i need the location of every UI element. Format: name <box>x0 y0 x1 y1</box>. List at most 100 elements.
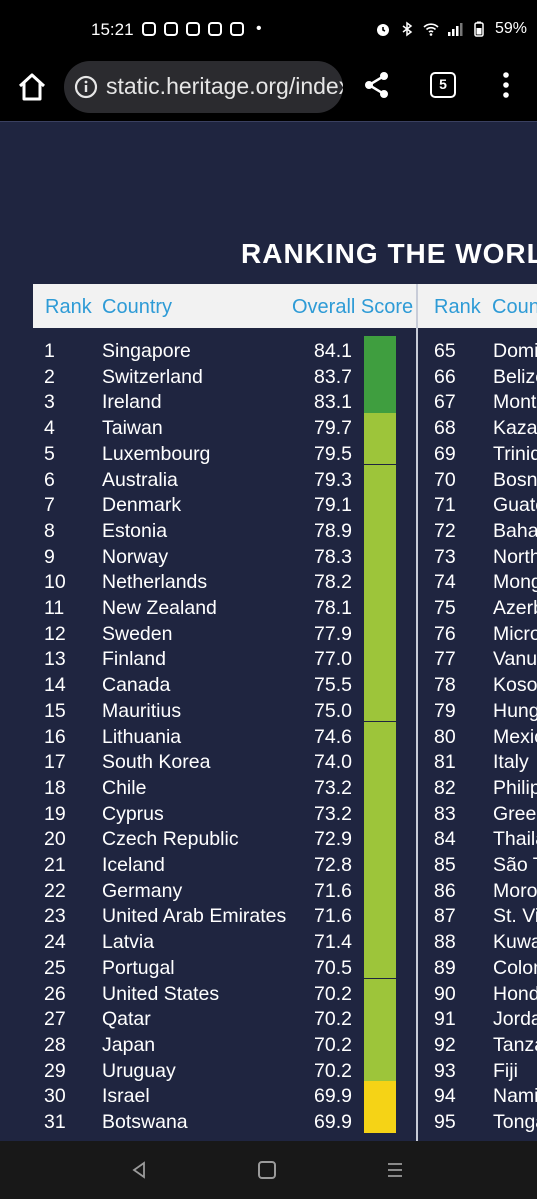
tab-switcher-button[interactable]: 5 <box>430 72 456 98</box>
instagram-icon <box>230 22 244 36</box>
rank-cell-2: 72 <box>434 519 456 542</box>
country-cell: Cyprus <box>102 802 164 825</box>
country-cell: Finland <box>102 648 166 671</box>
home-icon[interactable] <box>16 71 48 103</box>
table-row: 17 South Korea 74.0 81 Italy <box>0 747 537 777</box>
score-cell: 70.2 <box>314 1059 352 1082</box>
rank-cell-2: 93 <box>434 1059 456 1082</box>
table-row: 24 Latvia 71.4 88 Kuwait <box>0 927 537 957</box>
country-cell-2: Hungary <box>493 699 537 722</box>
country-cell-2: Trinidad <box>493 442 537 465</box>
table-row: 8 Estonia 78.9 72 Bahamas <box>0 515 537 546</box>
country-cell-2: Namibia <box>493 1085 537 1108</box>
rank-cell-2: 84 <box>434 828 456 851</box>
country-cell: Estonia <box>102 519 168 542</box>
score-cell: 79.3 <box>314 468 352 491</box>
rank-cell: 3 <box>44 391 55 414</box>
score-band-bar <box>364 644 396 671</box>
table-row: 22 Germany 71.6 86 Morocco <box>0 875 537 906</box>
score-cell: 78.2 <box>314 571 352 594</box>
score-band-bar <box>364 798 396 825</box>
rank-cell: 14 <box>44 674 66 697</box>
country-cell-2: Tonga <box>493 1111 537 1133</box>
score-band-bar <box>364 1081 396 1107</box>
rank-cell: 30 <box>44 1085 66 1108</box>
score-cell: 69.9 <box>314 1111 352 1133</box>
rank-cell-2: 78 <box>434 674 456 697</box>
score-band-bar <box>364 747 396 773</box>
country-cell: Botswana <box>102 1111 188 1133</box>
table-row: 18 Chile 73.2 82 Philippines <box>0 772 537 803</box>
country-cell-2: Belize <box>493 365 537 388</box>
score-cell: 79.7 <box>314 417 352 440</box>
score-band-bar <box>364 490 396 516</box>
country-cell-2: Kazakhstan <box>493 417 537 440</box>
header-country-2: Country <box>492 296 537 318</box>
rank-cell: 10 <box>44 571 66 594</box>
score-band-bar <box>364 593 396 619</box>
table-row: 2 Switzerland 83.7 66 Belize <box>0 361 537 392</box>
score-band-bar <box>364 875 396 902</box>
country-cell-2: Azerbaijan <box>493 597 537 619</box>
country-cell: Mauritius <box>102 699 182 722</box>
score-band-bar <box>364 515 396 542</box>
rank-cell: 16 <box>44 725 66 748</box>
rank-cell-2: 75 <box>434 597 456 619</box>
country-cell-2: Kuwait <box>493 931 537 954</box>
country-cell: New Zealand <box>102 597 217 619</box>
rank-cell-2: 90 <box>434 982 456 1005</box>
country-cell-2: São Tomé <box>493 854 537 876</box>
rank-cell: 18 <box>44 776 66 799</box>
table-row: 1 Singapore 84.1 65 Dominican Republic <box>0 336 537 366</box>
column-divider <box>416 284 418 1141</box>
score-cell: 79.1 <box>314 494 352 517</box>
country-cell-2: Tanzania <box>493 1033 537 1056</box>
url-text[interactable]: static.heritage.org/index <box>106 73 343 99</box>
country-cell-2: Jordan <box>493 1008 537 1031</box>
rank-cell-2: 76 <box>434 622 456 645</box>
recents-icon[interactable] <box>386 1161 404 1179</box>
system-icons: 59% <box>375 20 527 38</box>
address-bar[interactable]: static.heritage.org/index <box>64 61 343 113</box>
navigation-bar <box>0 1141 537 1199</box>
country-cell: United States <box>102 982 220 1005</box>
country-cell: Canada <box>102 674 171 697</box>
site-info-icon[interactable] <box>74 75 98 99</box>
country-cell-2: Bosnia <box>493 468 537 491</box>
country-cell-2: Thailand <box>493 828 537 851</box>
score-band-bar <box>364 387 396 414</box>
share-icon[interactable] <box>362 70 392 100</box>
rank-cell-2: 74 <box>434 571 456 594</box>
country-cell: Denmark <box>102 494 182 517</box>
table-row: 5 Luxembourg 79.5 69 Trinidad <box>0 438 537 469</box>
score-cell: 84.1 <box>314 340 352 362</box>
battery-percent: 59% <box>494 20 527 37</box>
country-cell-2: Kosovo <box>493 674 537 697</box>
score-band-bar <box>364 772 396 799</box>
country-cell: Switzerland <box>102 365 203 388</box>
country-cell-2: Mongolia <box>493 571 537 594</box>
rank-cell-2: 83 <box>434 802 456 825</box>
score-cell: 78.3 <box>314 545 352 568</box>
overflow-menu-icon[interactable] <box>497 70 515 100</box>
back-icon[interactable] <box>130 1161 148 1179</box>
table-row: 26 United States 70.2 90 Honduras <box>0 978 537 1009</box>
country-cell: Australia <box>102 468 178 491</box>
table-row: 30 Israel 69.9 94 Namibia <box>0 1081 537 1111</box>
page-title: RANKING THE WORLD <box>241 238 537 269</box>
table-row: 14 Canada 75.5 78 Kosovo <box>0 670 537 700</box>
score-cell: 79.5 <box>314 442 352 465</box>
table-row: 7 Denmark 79.1 71 Guatemala <box>0 490 537 520</box>
rank-cell: 8 <box>44 519 55 542</box>
table-row: 6 Australia 79.3 70 Bosnia <box>0 464 537 495</box>
rank-cell: 29 <box>44 1059 66 1082</box>
rank-cell: 13 <box>44 648 66 671</box>
rank-cell-2: 86 <box>434 879 456 902</box>
rank-cell-2: 65 <box>434 340 456 362</box>
rank-cell: 25 <box>44 956 66 979</box>
rank-cell: 11 <box>44 597 65 619</box>
country-cell-2: Colombia <box>493 956 537 979</box>
rank-cell-2: 68 <box>434 417 456 440</box>
home-nav-icon[interactable] <box>258 1161 276 1179</box>
rank-cell-2: 79 <box>434 699 456 722</box>
